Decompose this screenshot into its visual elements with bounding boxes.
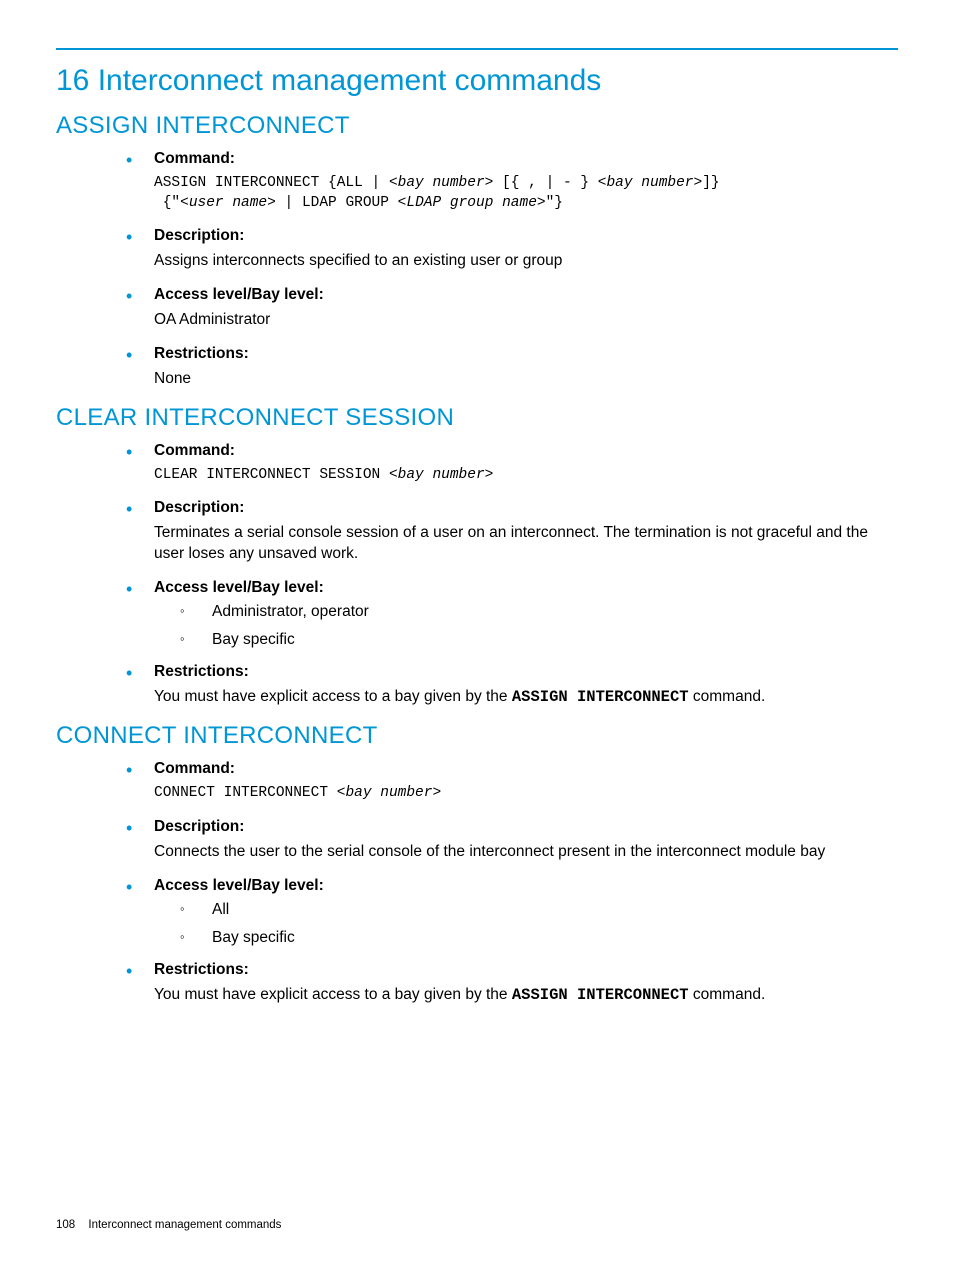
item-label: Restrictions: [154,345,898,363]
sublist: All Bay specific [154,901,898,947]
list-item: Command: ASSIGN INTERCONNECT {ALL | <bay … [154,150,898,213]
item-label: Access level/Bay level: [154,579,898,597]
section-list: Command: CONNECT INTERCONNECT <bay number… [56,760,898,1005]
item-text: Terminates a serial console session of a… [154,523,898,565]
item-label: Description: [154,227,898,245]
item-label: Command: [154,760,898,778]
sublist-item: Bay specific [188,929,898,947]
sublist-item: Administrator, operator [188,603,898,621]
sublist-item: Bay specific [188,631,898,649]
section-list: Command: CLEAR INTERCONNECT SESSION <bay … [56,442,898,708]
section-list: Command: ASSIGN INTERCONNECT {ALL | <bay … [56,150,898,390]
footer-title: Interconnect management commands [88,1219,281,1231]
list-item: Command: CLEAR INTERCONNECT SESSION <bay … [154,442,898,486]
list-item: Restrictions: You must have explicit acce… [154,663,898,708]
list-item: Access level/Bay level: Administrator, op… [154,579,898,649]
item-label: Command: [154,150,898,168]
list-item: Description: Terminates a serial console … [154,499,898,565]
item-label: Command: [154,442,898,460]
top-rule [56,48,898,50]
page-footer: 108 Interconnect management commands [56,1219,281,1231]
sublist: Administrator, operator Bay specific [154,603,898,649]
section-heading: CONNECT INTERCONNECT [56,722,898,750]
list-item: Access level/Bay level: OA Administrator [154,286,898,331]
code-block: CONNECT INTERCONNECT <bay number> [154,784,898,804]
page-number: 108 [56,1219,75,1231]
sublist-item: All [188,901,898,919]
item-text: You must have explicit access to a bay g… [154,985,898,1006]
section-heading: ASSIGN INTERCONNECT [56,112,898,140]
item-text: OA Administrator [154,310,898,331]
section-heading: CLEAR INTERCONNECT SESSION [56,404,898,432]
item-label: Restrictions: [154,663,898,681]
chapter-title: 16 Interconnect management commands [56,64,898,98]
list-item: Description: Assigns interconnects specif… [154,227,898,272]
code-block: ASSIGN INTERCONNECT {ALL | <bay number> … [154,174,898,213]
item-label: Access level/Bay level: [154,286,898,304]
list-item: Restrictions: None [154,345,898,390]
item-label: Access level/Bay level: [154,877,898,895]
item-text: Assigns interconnects specified to an ex… [154,251,898,272]
list-item: Access level/Bay level: All Bay specific [154,877,898,947]
list-item: Restrictions: You must have explicit acce… [154,961,898,1006]
item-label: Restrictions: [154,961,898,979]
list-item: Command: CONNECT INTERCONNECT <bay number… [154,760,898,804]
item-text: Connects the user to the serial console … [154,842,898,863]
item-text: You must have explicit access to a bay g… [154,687,898,708]
item-label: Description: [154,499,898,517]
code-block: CLEAR INTERCONNECT SESSION <bay number> [154,466,898,486]
item-label: Description: [154,818,898,836]
list-item: Description: Connects the user to the ser… [154,818,898,863]
item-text: None [154,369,898,390]
